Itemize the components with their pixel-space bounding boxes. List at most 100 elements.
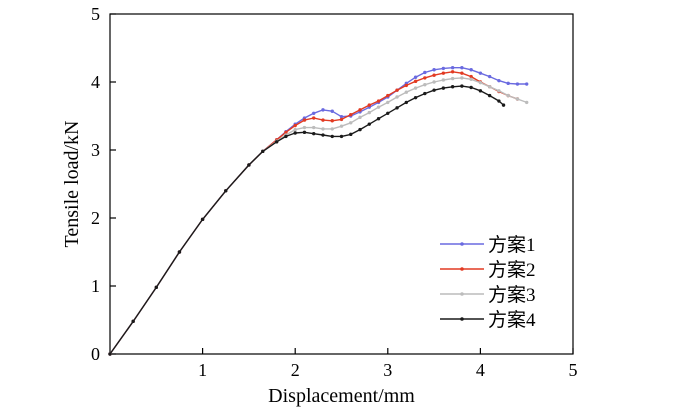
data-point: [423, 76, 427, 80]
data-point: [224, 189, 228, 193]
data-point: [460, 71, 464, 75]
data-point: [487, 93, 492, 98]
y-tick-label: 5: [91, 4, 100, 24]
data-point: [450, 85, 455, 89]
legend-label: 方案4: [488, 309, 536, 331]
legend-label: 方案1: [488, 234, 536, 256]
data-point: [404, 83, 409, 88]
series-line: [109, 66, 527, 355]
y-tick-label: 3: [91, 140, 100, 160]
data-point: [284, 134, 288, 139]
data-point: [395, 95, 399, 99]
data-point: [469, 68, 473, 72]
data-point: [339, 134, 344, 139]
data-point: [302, 130, 307, 135]
data-point: [501, 103, 506, 107]
data-point: [432, 73, 436, 77]
data-point: [339, 124, 344, 128]
data-point: [395, 106, 399, 110]
data-point: [460, 76, 464, 80]
legend-label: 方案2: [488, 259, 536, 281]
x-tick-label: 3: [383, 360, 392, 380]
y-axis-label: Tensile load/kN: [61, 121, 83, 248]
data-point: [274, 140, 279, 144]
data-point: [247, 163, 251, 167]
data-point: [450, 66, 455, 70]
data-point: [330, 119, 334, 123]
data-point: [413, 79, 418, 84]
data-point: [339, 117, 344, 122]
data-point: [413, 86, 418, 90]
data-point: [131, 319, 135, 324]
data-point: [395, 88, 399, 92]
x-tick-label: 5: [569, 360, 578, 380]
data-point: [367, 103, 371, 107]
x-axis-label: Displacement/mm: [268, 385, 415, 407]
series-3: [108, 76, 529, 356]
data-point: [450, 76, 455, 81]
x-tick-label: 2: [291, 360, 300, 380]
data-point: [284, 130, 288, 135]
data-point: [404, 100, 409, 105]
legend-swatch-marker: [460, 242, 464, 246]
data-point: [349, 112, 353, 117]
data-point: [413, 75, 418, 79]
data-point: [413, 95, 418, 100]
data-point: [506, 93, 510, 98]
plot-frame: [109, 13, 574, 355]
data-point: [469, 77, 473, 81]
data-point: [432, 88, 436, 92]
series-line: [109, 85, 505, 355]
legend-item: 方案4: [440, 309, 536, 331]
legend-item: 方案1: [440, 234, 536, 256]
data-point: [293, 131, 297, 135]
plot-series: [108, 66, 529, 356]
data-point: [441, 66, 446, 71]
data-point: [423, 83, 427, 87]
data-point: [376, 117, 381, 121]
data-point: [321, 133, 325, 137]
data-point: [367, 110, 371, 115]
data-point: [432, 68, 436, 72]
data-point: [469, 74, 473, 79]
data-point: [302, 118, 307, 122]
data-point: [497, 89, 501, 93]
data-point: [321, 108, 325, 112]
axes: 1 2 3 4 5 0 1 2 3 4 5: [91, 4, 578, 380]
data-point: [376, 105, 381, 109]
legend-label: 方案3: [488, 284, 536, 306]
data-point: [358, 108, 362, 112]
data-point: [154, 285, 158, 290]
data-point: [330, 134, 334, 139]
data-point: [460, 66, 464, 70]
data-point: [349, 132, 353, 137]
data-point: [423, 91, 427, 96]
x-tick-label: 1: [198, 360, 207, 380]
legend-item: 方案3: [440, 284, 536, 306]
data-point: [386, 100, 390, 105]
data-point: [339, 114, 344, 119]
data-point: [312, 111, 316, 115]
data-point: [321, 127, 325, 131]
legend-swatch-marker: [460, 317, 464, 321]
data-point: [441, 78, 446, 82]
data-point: [386, 93, 390, 98]
data-point: [312, 125, 316, 130]
data-point: [506, 81, 510, 86]
series-1: [108, 66, 529, 356]
data-point: [469, 85, 473, 90]
x-tick-label: 4: [476, 360, 485, 380]
data-point: [404, 90, 409, 94]
data-point: [478, 71, 483, 75]
data-point: [108, 352, 112, 356]
legend-item: 方案2: [440, 259, 536, 281]
data-point: [497, 99, 501, 103]
data-point: [515, 82, 520, 86]
data-point: [321, 118, 325, 122]
data-point: [367, 122, 371, 126]
data-point: [525, 100, 529, 105]
legend-swatch-marker: [460, 292, 464, 296]
data-point: [200, 217, 205, 222]
